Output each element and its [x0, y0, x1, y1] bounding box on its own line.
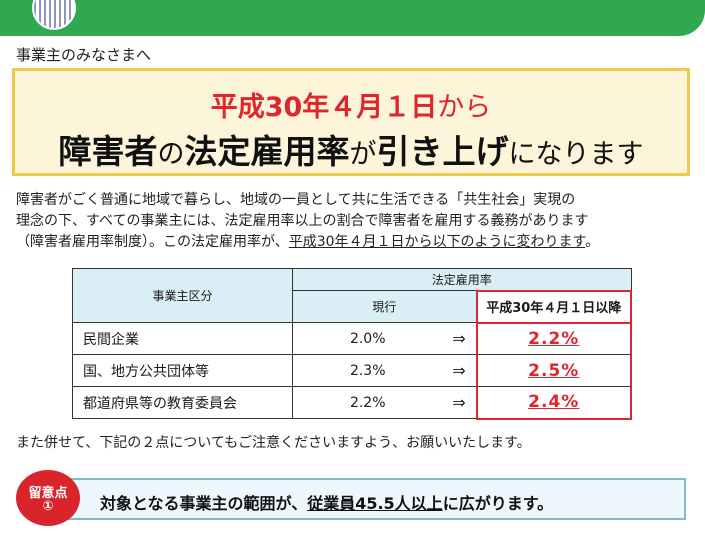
arrow-icon: ⇒ [442, 386, 477, 419]
headline-ending: になります [508, 139, 644, 170]
intro-paragraph: 障害者がごく普通に地域で暮らし、地域の一員として共に生活できる「共生社会」実現の… [16, 190, 696, 253]
header-new-rate: 平成30年４月１日以降 [475, 289, 632, 324]
row-category: 民間企業 [72, 322, 293, 355]
point-text-a: 対象となる事業主の範囲が、 [100, 494, 308, 513]
headline-line-2: 障害者の法定雇用率が引き上げになります [15, 125, 687, 173]
top-banner-bar [0, 0, 705, 36]
note-text: また併せて、下記の２点についてもご注意くださいますよう、お願いいたします。 [16, 435, 531, 451]
header-category: 事業主区分 [72, 268, 293, 323]
arrow-icon: ⇒ [442, 354, 477, 387]
arrow-icon: ⇒ [442, 322, 477, 355]
headline-date: 平成30年４月１日 [210, 92, 438, 123]
headline-particle-no: の [157, 139, 185, 170]
row-category: 国、地方公共団体等 [72, 354, 293, 387]
headline-line-1: 平成30年４月１日から [15, 85, 687, 124]
headline-word-raise: 引き上げ [376, 132, 509, 171]
row-new-rate: 2.4% [475, 386, 632, 420]
headline-box: 平成30年４月１日から 障害者の法定雇用率が引き上げになります [12, 68, 690, 176]
headline-word-disabled: 障害者 [58, 132, 158, 171]
headline-particle-ga: が [349, 139, 377, 170]
row-category: 都道府県等の教育委員会 [72, 386, 293, 419]
greeting-text: 事業主のみなさまへ [16, 46, 152, 64]
table-row: 民間企業 2.0% ⇒ 2.2% [72, 322, 632, 355]
headline-word-legal-rate: 法定雇用率 [184, 132, 350, 171]
point-badge-number: ① [42, 499, 54, 514]
point-badge-label: 留意点 [28, 486, 68, 501]
intro-line-3-a: （障害者雇用率制度）。この法定雇用率が、 [16, 234, 289, 250]
intro-line-1: 障害者がごく普通に地域で暮らし、地域の一員として共に生活できる「共生社会」実現の [16, 192, 576, 208]
point-text-underlined: 従業員45.5人以上 [307, 494, 443, 513]
point-box: 対象となる事業主の範囲が、従業員45.5人以上に広がります。 [56, 478, 686, 520]
intro-line-2: 理念の下、すべての事業主には、法定雇用率以上の割合で障害者を雇用する義務がありま… [16, 213, 589, 229]
intro-line-3: （障害者雇用率制度）。この法定雇用率が、平成30年４月１日から以下のように変わり… [16, 232, 696, 253]
point-text-c: に広がります。 [442, 494, 554, 513]
header-legal-rate: 法定雇用率 [292, 268, 632, 291]
row-new-rate: 2.5% [475, 354, 632, 387]
employment-rate-table: 事業主区分 法定雇用率 現行 平成30年４月１日以降 民間企業 2.0% ⇒ 2… [72, 268, 632, 420]
table-row: 都道府県等の教育委員会 2.2% ⇒ 2.4% [72, 386, 632, 420]
intro-line-3-underlined: 平成30年４月１日から以下のように変わります [288, 234, 586, 250]
point-badge: 留意点 ① [16, 470, 80, 526]
row-current-rate: 2.2% [292, 386, 443, 419]
table-row: 国、地方公共団体等 2.3% ⇒ 2.5% [72, 354, 632, 387]
point-text: 対象となる事業主の範囲が、従業員45.5人以上に広がります。 [100, 490, 553, 514]
intro-line-3-end: 。 [585, 234, 600, 250]
row-current-rate: 2.3% [292, 354, 443, 387]
row-new-rate: 2.2% [475, 322, 632, 355]
headline-date-suffix: から [437, 92, 492, 123]
header-current: 現行 [292, 290, 477, 323]
row-current-rate: 2.0% [292, 322, 443, 355]
